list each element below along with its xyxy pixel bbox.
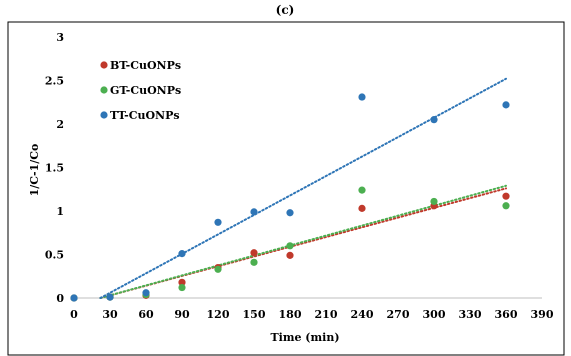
y-tick-label: 2.5 <box>45 75 64 88</box>
trendline-tt-cuonps <box>99 77 507 299</box>
x-tick-label: 90 <box>174 308 190 321</box>
point-gt-cuonps <box>502 202 510 210</box>
x-tick-label: 270 <box>387 308 410 321</box>
x-tick-label: 360 <box>495 308 518 321</box>
point-gt-cuonps <box>358 186 366 194</box>
legend-marker-tt-cuonps <box>100 111 108 119</box>
x-tick-label: 210 <box>315 308 338 321</box>
x-tick-label: 120 <box>207 308 230 321</box>
y-tick-label: 1.5 <box>45 162 64 175</box>
point-gt-cuonps <box>286 242 294 250</box>
point-tt-cuonps <box>358 93 366 101</box>
figure-panel-label: (c) <box>276 3 295 17</box>
point-tt-cuonps <box>214 218 222 226</box>
point-tt-cuonps <box>70 294 78 302</box>
point-bt-cuonps <box>286 251 294 259</box>
y-tick-label: 3 <box>56 31 64 44</box>
legend: BT-CuONPs GT-CuONPs TT-CuONPs <box>100 59 181 122</box>
x-tick-label: 180 <box>279 308 302 321</box>
x-axis-title: Time (min) <box>270 331 339 344</box>
chart-frame-border <box>7 21 565 356</box>
point-gt-cuonps <box>214 265 222 273</box>
point-bt-cuonps <box>502 192 510 200</box>
trendline-bt-cuonps <box>99 187 507 299</box>
trendlines <box>99 77 507 299</box>
y-tick-label: 2 <box>56 118 64 131</box>
data-points <box>70 93 510 302</box>
point-tt-cuonps <box>142 289 150 297</box>
legend-label-gt-cuonps: GT-CuONPs <box>110 84 181 97</box>
x-tick-label: 150 <box>243 308 266 321</box>
legend-marker-gt-cuonps <box>100 86 108 94</box>
x-tick-label: 240 <box>351 308 374 321</box>
point-tt-cuonps <box>430 116 438 124</box>
y-tick-label: 1 <box>56 205 64 218</box>
legend-label-bt-cuonps: BT-CuONPs <box>110 59 181 72</box>
point-tt-cuonps <box>502 101 510 109</box>
point-bt-cuonps <box>178 278 186 286</box>
point-gt-cuonps <box>250 258 258 266</box>
x-tick-label: 0 <box>70 308 78 321</box>
x-tick-label: 300 <box>423 308 446 321</box>
point-tt-cuonps <box>106 293 114 301</box>
legend-label-tt-cuonps: TT-CuONPs <box>110 109 180 122</box>
axes: 0 30 60 90 120 150 180 210 240 270 300 330 360 390 0 0.… <box>45 31 554 321</box>
point-bt-cuonps <box>250 249 258 257</box>
point-tt-cuonps <box>286 209 294 217</box>
y-axis-title: 1/C-1/Co <box>28 144 41 197</box>
x-tick-label: 60 <box>138 308 154 321</box>
x-tick-label: 330 <box>459 308 482 321</box>
point-gt-cuonps <box>178 283 186 292</box>
y-tick-label: 0.5 <box>45 249 64 262</box>
x-tick-label: 30 <box>102 308 118 321</box>
point-bt-cuonps <box>358 204 366 212</box>
trendline-gt-cuonps <box>99 184 507 299</box>
point-gt-cuonps <box>430 197 438 206</box>
legend-marker-bt-cuonps <box>100 61 108 69</box>
point-tt-cuonps <box>178 250 186 258</box>
point-tt-cuonps <box>250 208 258 216</box>
y-tick-label: 0 <box>56 292 64 305</box>
x-tick-label: 390 <box>531 308 554 321</box>
